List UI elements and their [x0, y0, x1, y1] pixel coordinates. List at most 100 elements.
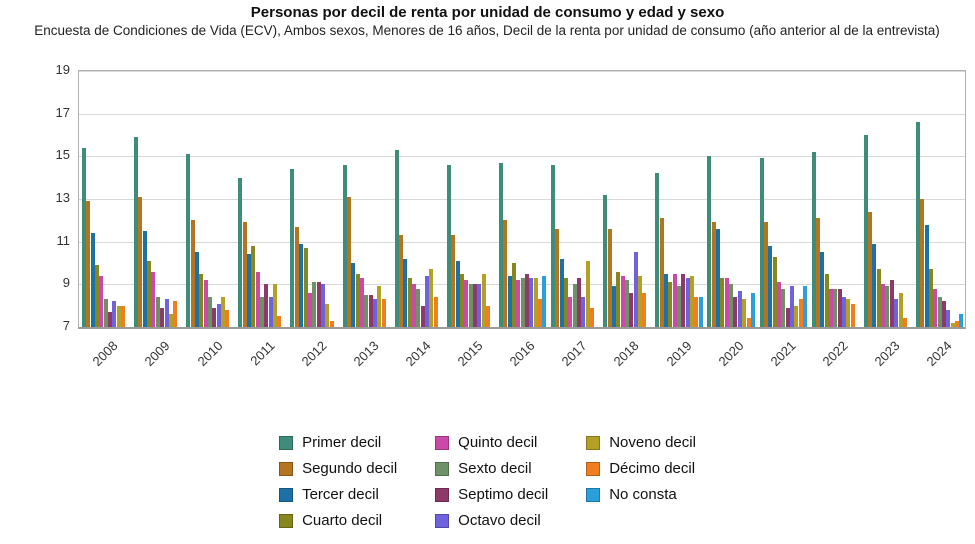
bar-group-2018: [600, 71, 652, 327]
bar-segundo-decil-2023: [868, 211, 873, 327]
bar-cuarto-decil-2019: [668, 282, 673, 327]
bar-noveno-decil-2017: [585, 260, 590, 327]
bar-cuarto-decil-2023: [876, 269, 881, 327]
gridline: [79, 156, 965, 158]
bar-cuarto-decil-2012: [303, 248, 308, 327]
bar-septimo-decil-2019: [681, 273, 686, 327]
y-tick-label: 15: [55, 147, 70, 163]
x-tick-label: 2021: [767, 338, 799, 370]
bar-tercer-decil-2016: [507, 275, 512, 327]
legend-item-cuarto-decil[interactable]: Cuarto decil: [279, 512, 397, 529]
bar-noveno-decil-2010: [220, 297, 225, 327]
bar-segundo-decil-2009: [138, 196, 143, 327]
legend-label: Sexto decil: [458, 460, 532, 477]
y-tick-label: 17: [55, 104, 70, 120]
bar-décimo-decil-2013: [381, 299, 386, 327]
bar-quinto-decil-2019: [672, 273, 677, 327]
legend-item-segundo-decil[interactable]: Segundo decil: [279, 460, 397, 477]
bar-noveno-decil-2014: [429, 269, 434, 327]
x-tick-label: 2022: [819, 338, 851, 370]
chart-subtitle: Encuesta de Condiciones de Vida (ECV), A…: [34, 23, 940, 38]
bar-sexto-decil-2008: [103, 299, 108, 327]
x-tick-label: 2020: [715, 338, 747, 370]
bar-tercer-decil-2021: [768, 245, 773, 327]
bar-primer-decil-2013: [342, 164, 347, 327]
bar-sexto-decil-2009: [155, 297, 160, 327]
plot-area: [78, 70, 966, 329]
legend-item-tercer-decil[interactable]: Tercer decil: [279, 486, 397, 503]
bar-sexto-decil-2023: [885, 286, 890, 327]
legend-item-octavo-decil[interactable]: Octavo decil: [435, 512, 548, 529]
bar-segundo-decil-2011: [242, 222, 247, 327]
bar-quinto-decil-2011: [255, 271, 260, 327]
legend-item-no-consta[interactable]: No consta: [586, 486, 696, 503]
x-tick-label: 2019: [663, 338, 695, 370]
bar-décimo-decil-2014: [433, 297, 438, 327]
bar-octavo-decil-2020: [737, 290, 742, 327]
bar-décimo-decil-2008: [121, 305, 126, 327]
bar-noveno-decil-2013: [377, 286, 382, 327]
legend-item-septimo-decil[interactable]: Septimo decil: [435, 486, 548, 503]
bar-primer-decil-2016: [498, 162, 503, 327]
bar-sexto-decil-2012: [312, 282, 317, 327]
bar-primer-decil-2009: [134, 137, 139, 327]
bar-quinto-decil-2008: [99, 275, 104, 327]
bar-quinto-decil-2024: [933, 288, 938, 327]
x-tick-label: 2015: [454, 338, 486, 370]
bar-décimo-decil-2021: [798, 299, 803, 327]
legend-swatch-icon: [435, 435, 450, 450]
bar-décimo-decil-2019: [694, 297, 699, 327]
bar-primer-decil-2012: [290, 169, 295, 327]
gridline: [79, 241, 965, 243]
bar-group-2009: [131, 71, 183, 327]
legend-label: Quinto decil: [458, 434, 538, 451]
bar-primer-decil-2008: [82, 147, 86, 327]
bar-sexto-decil-2021: [781, 288, 786, 327]
bar-segundo-decil-2014: [399, 235, 404, 327]
bar-décimo-decil-2015: [485, 305, 490, 327]
bar-segundo-decil-2010: [190, 220, 195, 327]
legend-item-quinto-decil[interactable]: Quinto decil: [435, 434, 548, 451]
bar-segundo-decil-2013: [346, 196, 351, 327]
bar-septimo-decil-2014: [420, 305, 425, 327]
bar-segundo-decil-2008: [86, 201, 91, 327]
bar-segundo-decil-2019: [659, 218, 664, 327]
bar-octavo-decil-2008: [112, 301, 117, 327]
bar-décimo-decil-2023: [902, 318, 907, 327]
bar-tercer-decil-2022: [820, 252, 825, 327]
bar-tercer-decil-2018: [611, 286, 616, 327]
legend-item-primer-decil[interactable]: Primer decil: [279, 434, 397, 451]
legend-swatch-icon: [586, 461, 601, 476]
legend-label: Décimo decil: [609, 460, 696, 477]
chart-title: Personas por decil de renta por unidad d…: [250, 4, 725, 21]
legend-label: Octavo decil: [458, 512, 541, 529]
gridline: [79, 113, 965, 115]
legend-swatch-icon: [279, 513, 294, 528]
legend-item-décimo-decil[interactable]: Décimo decil: [586, 460, 696, 477]
bar-group-2020: [704, 71, 756, 327]
bar-tercer-decil-2013: [351, 263, 356, 327]
bar-tercer-decil-2023: [872, 243, 877, 327]
bar-tercer-decil-2017: [559, 258, 564, 327]
bar-cuarto-decil-2009: [147, 260, 152, 327]
bar-quinto-decil-2017: [568, 297, 573, 327]
bar-décimo-decil-2010: [225, 309, 230, 327]
bar-septimo-decil-2011: [264, 284, 269, 327]
legend-swatch-icon: [279, 461, 294, 476]
legend-label: Primer decil: [302, 434, 382, 451]
bar-segundo-decil-2022: [815, 218, 820, 327]
bar-sexto-decil-2019: [677, 286, 681, 327]
legend-label: Septimo decil: [458, 486, 549, 503]
legend-item-sexto-decil[interactable]: Sexto decil: [435, 460, 548, 477]
bar-cuarto-decil-2016: [511, 263, 516, 327]
bar-cuarto-decil-2022: [824, 273, 829, 327]
bar-septimo-decil-2009: [160, 307, 165, 327]
gridline: [79, 199, 965, 200]
bar-primer-decil-2024: [915, 122, 920, 327]
bar-sexto-decil-2022: [833, 288, 838, 327]
bar-septimo-decil-2012: [316, 282, 321, 327]
bar-primer-decil-2015: [446, 164, 451, 327]
legend-item-noveno-decil[interactable]: Noveno decil: [586, 434, 696, 451]
bar-noveno-decil-2018: [637, 275, 642, 327]
